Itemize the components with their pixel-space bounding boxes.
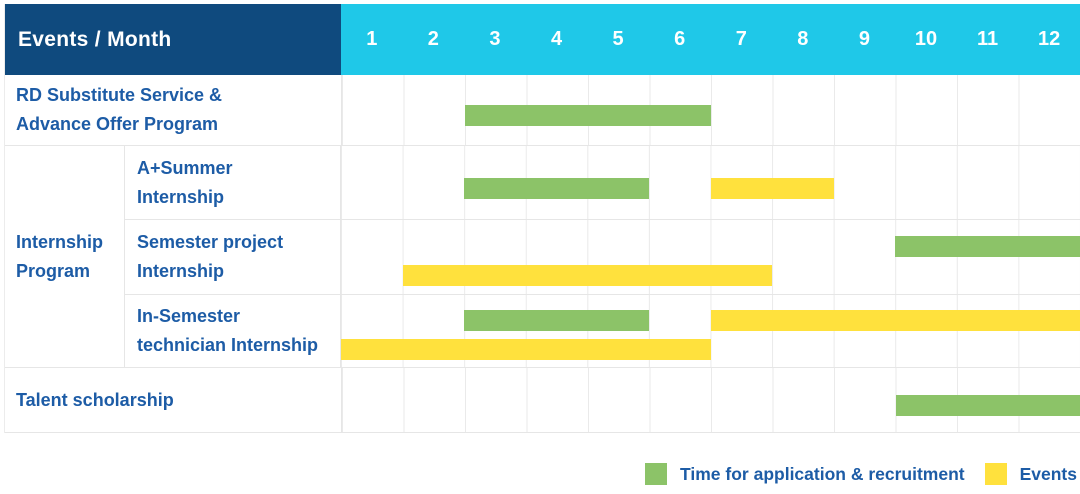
row-label-semester-project-internship: Semester project Internship xyxy=(137,232,284,281)
legend: Time for application & recruitment Event… xyxy=(645,463,1077,485)
month-header-11: 11 xyxy=(976,28,999,50)
month-header-7: 7 xyxy=(735,28,747,50)
month-header-12: 12 xyxy=(1038,28,1061,50)
table-row-a-plus-summer-internship: A+Summer Internship xyxy=(125,146,1080,220)
events-month-table: Events / Month 1 2 3 4 5 6 7 8 9 10 11 12 RD Substi… xyxy=(4,4,1080,433)
events-swatch-icon xyxy=(984,463,1007,485)
row-label-talent-scholarship: Talent scholarship xyxy=(16,389,174,410)
month-header-10: 10 xyxy=(914,28,938,50)
month-header-1: 1 xyxy=(366,28,378,50)
in-semester-technician-internship-bar-application xyxy=(464,309,649,331)
in-semester-technician-internship-bar-events xyxy=(341,338,711,360)
corner-header-cell: Events / Month xyxy=(5,4,341,75)
legend-item-application: Time for application & recruitment xyxy=(645,463,965,485)
month-header-6: 6 xyxy=(674,28,686,50)
month-header-9: 9 xyxy=(858,28,870,50)
row-label-in-semester-technician-internship: In-Semester technician Internship xyxy=(137,306,319,355)
table-row-in-semester-technician-internship: In-Semester technician Internship xyxy=(125,295,1080,368)
month-track-a-plus-summer-internship xyxy=(340,146,1080,219)
talent-scholarship-bar-application xyxy=(895,395,1080,416)
row-label-a-plus-summer-internship: A+Summer Internship xyxy=(137,157,233,207)
month-track-rd-substitute-service xyxy=(341,75,1080,145)
month-header-2: 2 xyxy=(427,28,439,50)
row-label-rd-substitute-service: RD Substitute Service & Advance Offer Pro… xyxy=(16,85,223,134)
table-header-row: Events / Month 1 2 3 4 5 6 7 8 9 10 11 12 xyxy=(5,4,1080,75)
month-header-8: 8 xyxy=(797,28,809,50)
semester-project-internship-bar-application xyxy=(895,235,1080,257)
group-label-internship-program: Internship Program xyxy=(5,146,125,368)
month-header-strip: 1 2 3 4 5 6 7 8 9 10 11 12 xyxy=(341,4,1080,75)
rd-substitute-service-bar-application xyxy=(465,105,711,126)
legend-label-application: Time for application & recruitment xyxy=(680,463,965,484)
group-rows: A+Summer Internship Semester project Intern… xyxy=(125,146,1080,368)
semester-project-internship-bar-events xyxy=(402,264,773,286)
table-row-rd-substitute-service: RD Substitute Service & Advance Offer Pro… xyxy=(5,75,1080,146)
table-row-semester-project-internship: Semester project Internship xyxy=(125,220,1080,295)
month-track-in-semester-technician-internship xyxy=(340,295,1080,367)
month-header-5: 5 xyxy=(612,28,624,50)
table-body: RD Substitute Service & Advance Offer Pro… xyxy=(5,75,1080,433)
legend-item-events: Events xyxy=(984,463,1077,485)
legend-label-events: Events xyxy=(1019,463,1077,484)
application-swatch-icon xyxy=(645,463,668,485)
month-header-4: 4 xyxy=(550,28,563,50)
month-track-talent-scholarship xyxy=(341,368,1080,432)
a-plus-summer-internship-bar-events xyxy=(710,177,834,199)
month-track-semester-project-internship xyxy=(340,220,1080,294)
in-semester-technician-internship-bar-events xyxy=(710,309,1080,331)
month-header-3: 3 xyxy=(489,28,501,50)
table-row-talent-scholarship: Talent scholarship xyxy=(5,368,1080,433)
group-block-internship-program: Internship Program A+Summer Internship Semes… xyxy=(5,146,1080,368)
a-plus-summer-internship-bar-application xyxy=(464,177,649,199)
